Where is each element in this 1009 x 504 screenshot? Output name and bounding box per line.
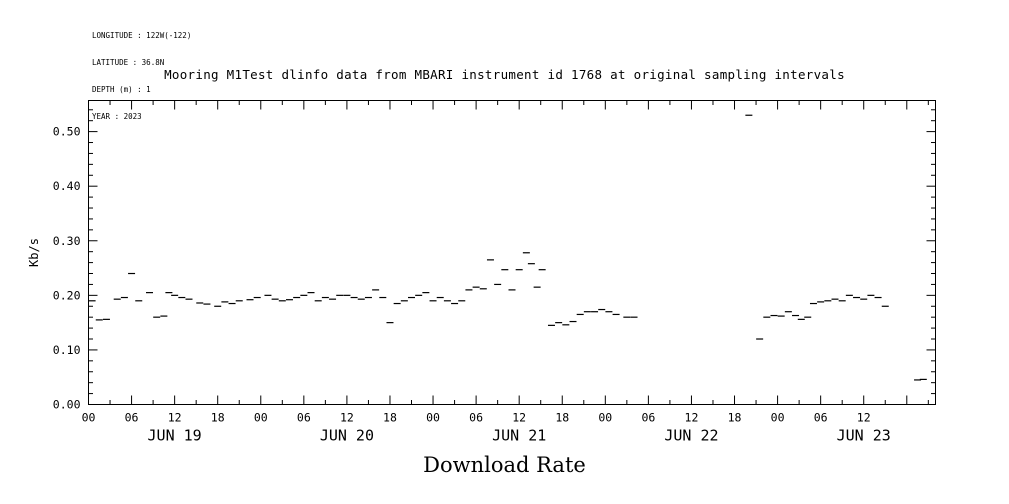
x-tick-label: 06 — [297, 411, 311, 425]
y-tick-label: 0.50 — [53, 125, 81, 139]
x-tick-label: 00 — [426, 411, 440, 425]
day-label: JUN 19 — [148, 427, 202, 445]
chart-title: Mooring M1Test dlinfo data from MBARI in… — [164, 67, 845, 82]
y-tick-label: 0.20 — [53, 288, 81, 302]
x-tick-label: 00 — [254, 411, 268, 425]
day-label: JUN 22 — [664, 427, 718, 445]
day-label: JUN 21 — [492, 427, 546, 445]
x-tick-label: 18 — [555, 411, 569, 425]
download-rate-chart: 0.00 0.10 0.20 0.30 0.40 0.50 00 06 12 18 00 06 12 18… — [27, 100, 936, 445]
day-label: JUN 20 — [320, 427, 374, 445]
x-tick-label: 06 — [814, 411, 828, 425]
x-tick-label: 00 — [598, 411, 612, 425]
plot-box — [88, 100, 936, 405]
chart-canvas: 0.00 0.10 0.20 0.30 0.40 0.50 00 06 12 18 00 06 12 18… — [27, 100, 936, 445]
x-tick-label: 12 — [340, 411, 354, 425]
x-tick-label: 06 — [125, 411, 139, 425]
metadata-latitude: LATITUDE : 36.8N — [92, 58, 165, 67]
metadata-year: YEAR : 2023 — [92, 112, 142, 121]
x-tick-label: 06 — [469, 411, 483, 425]
x-tick-label: 18 — [383, 411, 397, 425]
day-label: JUN 23 — [837, 427, 891, 445]
x-tick-label: 06 — [641, 411, 655, 425]
y-tick-label: 0.40 — [53, 179, 81, 193]
y-tick-label: 0.00 — [53, 398, 81, 412]
y-tick-label: 0.30 — [53, 234, 81, 248]
x-tick-label: 12 — [685, 411, 699, 425]
x-tick-label: 00 — [82, 411, 96, 425]
metadata-depth: DEPTH (m) : 1 — [92, 85, 151, 94]
x-tick-label: 18 — [211, 411, 225, 425]
y-tick-label: 0.10 — [53, 343, 81, 357]
x-tick-label: 12 — [168, 411, 182, 425]
x-tick-label: 12 — [512, 411, 526, 425]
x-tick-label: 12 — [857, 411, 871, 425]
x-tick-label: 18 — [728, 411, 742, 425]
y-axis-label: Kb/s — [27, 238, 41, 267]
chart-bottom-title: Download Rate — [423, 453, 586, 477]
station-metadata: LONGITUDE : 122W(-122) LATITUDE : 36.8N … — [92, 13, 191, 130]
x-tick-label: 00 — [771, 411, 785, 425]
metadata-longitude: LONGITUDE : 122W(-122) — [92, 31, 192, 40]
